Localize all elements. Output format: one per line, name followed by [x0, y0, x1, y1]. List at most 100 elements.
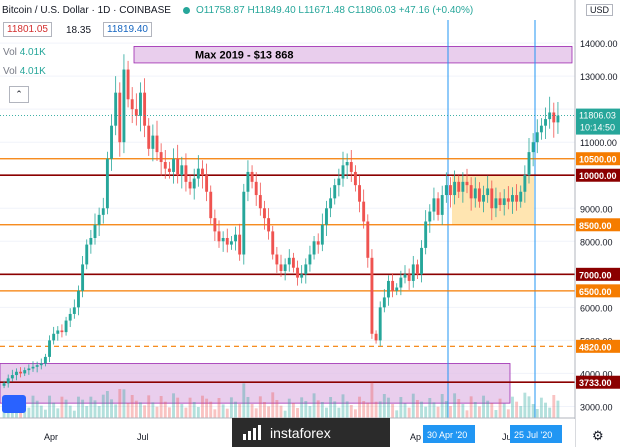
volume-bar — [473, 402, 477, 418]
volume-bar — [523, 392, 527, 418]
candle-body — [43, 356, 47, 364]
date-badge-label: 30 Apr '20 — [427, 430, 467, 440]
volume-bar — [126, 403, 130, 418]
volume-bar — [221, 404, 225, 418]
candle-body — [283, 264, 287, 272]
candle-body — [81, 264, 85, 291]
volume-value: 4.01K — [19, 47, 46, 58]
volume-bar — [353, 409, 357, 418]
volume-bar — [279, 405, 283, 418]
level-price-badge — [576, 218, 620, 232]
candle-body — [391, 280, 395, 291]
candle-body — [27, 368, 31, 371]
level-price-badge — [576, 168, 620, 182]
bid-price-box[interactable]: 11801.05 — [3, 22, 52, 37]
volume-bar — [316, 400, 320, 418]
candle-body — [143, 92, 147, 126]
candle-body — [151, 135, 155, 149]
volume-bar — [552, 395, 556, 418]
candle-body — [498, 198, 502, 205]
candle-body — [48, 340, 51, 357]
candle-body — [52, 333, 56, 341]
candle-body — [453, 181, 457, 196]
candle-body — [486, 188, 490, 196]
candle-body — [465, 181, 469, 186]
volume-bar — [436, 406, 440, 418]
volume-row-2: Vol 4.01K — [3, 66, 46, 77]
candle-body — [300, 274, 304, 278]
tradingview-logo-icon — [2, 395, 26, 413]
y-tick-label: 8000.00 — [580, 237, 613, 247]
collapse-legend-icon[interactable]: ⌃ — [9, 86, 29, 103]
candle-body — [279, 264, 283, 272]
candle-body — [399, 277, 403, 288]
level-price-label: 10000.00 — [579, 171, 617, 181]
candle-body — [490, 188, 494, 209]
volume-bar — [457, 399, 461, 418]
volume-bar — [89, 396, 93, 418]
volume-bar — [382, 394, 386, 418]
candle-body — [2, 383, 6, 386]
candle-body — [473, 188, 477, 199]
candle-body — [287, 257, 291, 265]
x-tick-label: Ap — [410, 432, 421, 442]
volume-bar — [486, 400, 490, 418]
volume-bar — [213, 409, 217, 418]
volume-bar — [519, 406, 523, 418]
volume-bar — [506, 409, 510, 418]
candle-body — [531, 142, 535, 153]
candle-body — [172, 158, 175, 172]
candle-body — [325, 208, 328, 225]
volume-bar — [374, 401, 378, 418]
candle-body — [246, 171, 250, 192]
candle-body — [457, 181, 461, 192]
candle-body — [263, 208, 266, 219]
volume-bar — [461, 404, 465, 418]
symbol-title[interactable]: Bitcoin / U.S. Dollar · 1D · COINBASE — [2, 4, 171, 16]
candle-body — [337, 178, 341, 186]
candle-body — [275, 254, 279, 265]
volume-bar — [337, 407, 341, 418]
volume-bar — [192, 402, 196, 418]
candle-body — [424, 221, 428, 248]
volume-bar — [246, 397, 250, 418]
candle-body — [539, 125, 543, 133]
candle-body — [296, 267, 299, 278]
volume-bar — [39, 405, 43, 418]
volume-bar — [105, 391, 109, 418]
level-price-label: 8500.00 — [579, 221, 612, 231]
candle-body — [415, 264, 419, 275]
y-tick-label: 9000.00 — [580, 204, 613, 214]
volume-bar — [159, 396, 163, 418]
volume-bar — [403, 403, 407, 418]
candle-body — [250, 171, 254, 182]
watermark-bars-icon — [243, 424, 261, 440]
y-tick-label: 6000.00 — [580, 303, 613, 313]
volume-bar — [300, 397, 304, 418]
volume-bar — [85, 406, 89, 418]
volume-bar — [424, 406, 428, 418]
volume-bar — [60, 396, 64, 418]
volume-bar — [176, 397, 180, 418]
candle-body — [23, 370, 27, 374]
candle-body — [267, 218, 271, 232]
volume-bar — [81, 399, 85, 418]
level-price-badge — [576, 284, 620, 298]
candle-body — [432, 198, 436, 212]
gear-icon[interactable]: ⚙ — [592, 428, 604, 443]
candle-body — [56, 330, 60, 334]
volume-bar — [250, 404, 254, 418]
volume-bar — [31, 395, 35, 418]
volume-bar — [229, 397, 233, 418]
volume-bar — [68, 405, 72, 418]
volume-bar — [267, 406, 271, 418]
ask-price-box[interactable]: 11819.40 — [103, 22, 152, 37]
volume-bar — [358, 396, 361, 418]
volume-bar — [444, 401, 448, 418]
volume-bar — [308, 406, 312, 418]
candle-body — [254, 181, 258, 196]
currency-button[interactable]: USD — [586, 4, 614, 16]
volume-bar — [52, 402, 56, 418]
volume-bar — [440, 394, 444, 418]
